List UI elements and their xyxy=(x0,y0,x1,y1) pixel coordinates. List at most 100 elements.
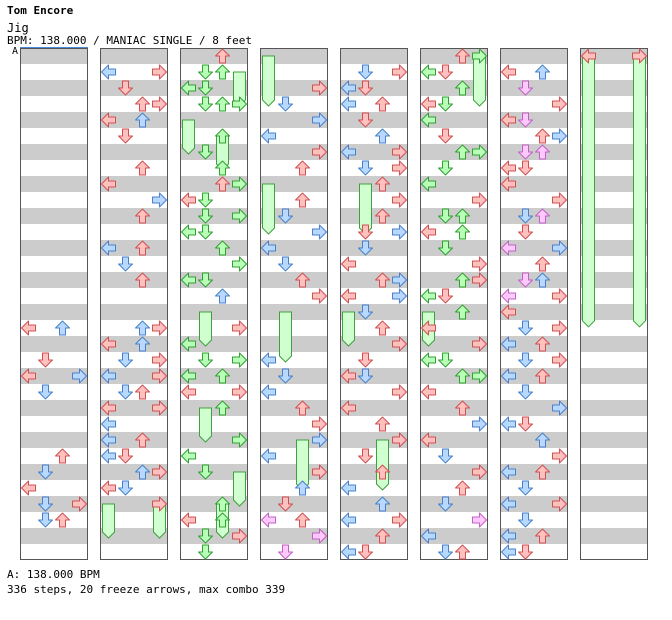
beat-stripe xyxy=(180,176,248,192)
arrow-down-icon xyxy=(438,352,453,368)
arrow-left-icon xyxy=(501,112,516,128)
beat-stripe xyxy=(580,304,648,320)
beat-stripe xyxy=(340,112,408,128)
column-border xyxy=(340,48,408,560)
arrow-right-icon xyxy=(312,224,327,240)
arrow-left-icon xyxy=(501,64,516,80)
chart-column xyxy=(420,48,488,560)
arrow-down-icon xyxy=(438,448,453,464)
beat-stripe xyxy=(20,304,88,320)
arrow-right-icon xyxy=(152,192,167,208)
arrow-right-icon xyxy=(152,464,167,480)
arrow-right-icon xyxy=(392,144,407,160)
arrow-down-icon xyxy=(358,448,373,464)
arrow-left-icon xyxy=(341,80,356,96)
arrow-left-icon xyxy=(101,64,116,80)
arrow-right-icon xyxy=(392,192,407,208)
arrow-up-icon xyxy=(135,320,150,336)
beat-stripe xyxy=(180,400,248,416)
arrow-up-icon xyxy=(215,288,230,304)
arrow-left-icon xyxy=(101,448,116,464)
arrow-left-icon xyxy=(181,368,196,384)
arrow-left-icon xyxy=(101,416,116,432)
beat-stripe xyxy=(580,240,648,256)
arrow-up-icon xyxy=(455,544,470,560)
arrow-up-icon xyxy=(215,368,230,384)
freeze-arrow xyxy=(342,311,355,347)
arrow-left-icon xyxy=(501,368,516,384)
freeze-arrow xyxy=(233,471,246,507)
arrow-down-icon xyxy=(198,528,213,544)
arrow-up-icon xyxy=(455,480,470,496)
beat-stripe xyxy=(580,144,648,160)
column-border xyxy=(180,48,248,560)
beat-stripe xyxy=(580,464,648,480)
arrow-down-icon xyxy=(518,224,533,240)
arrow-left-icon xyxy=(181,448,196,464)
arrow-up-icon xyxy=(295,272,310,288)
arrow-left-icon xyxy=(421,528,436,544)
beat-stripe xyxy=(20,80,88,96)
arrow-up-icon xyxy=(375,176,390,192)
arrow-down-icon xyxy=(278,96,293,112)
arrow-right-icon xyxy=(392,432,407,448)
beat-stripe xyxy=(500,400,568,416)
beat-stripe xyxy=(20,496,88,512)
arrow-up-icon xyxy=(455,400,470,416)
arrow-up-icon xyxy=(135,160,150,176)
arrow-right-icon xyxy=(152,496,167,512)
beat-stripe xyxy=(420,368,488,384)
beat-stripe xyxy=(420,400,488,416)
beat-stripe xyxy=(500,528,568,544)
arrow-left-icon xyxy=(341,288,356,304)
arrow-up-icon xyxy=(455,48,470,64)
arrow-up-icon xyxy=(535,64,550,80)
beat-stripe xyxy=(100,176,168,192)
arrow-down-icon xyxy=(438,128,453,144)
arrow-up-icon xyxy=(295,400,310,416)
arrow-up-icon xyxy=(135,432,150,448)
arrow-down-icon xyxy=(518,480,533,496)
column-border xyxy=(100,48,168,560)
arrow-right-icon xyxy=(472,192,487,208)
chart-column xyxy=(340,48,408,560)
arrow-right-icon xyxy=(232,384,247,400)
arrow-left-icon xyxy=(101,176,116,192)
beat-stripe xyxy=(260,432,328,448)
arrow-right-icon xyxy=(392,512,407,528)
beat-stripe xyxy=(340,400,408,416)
arrow-right-icon xyxy=(472,256,487,272)
arrow-up-icon xyxy=(455,272,470,288)
beat-stripe xyxy=(420,208,488,224)
arrow-down-icon xyxy=(518,544,533,560)
beat-stripe xyxy=(20,528,88,544)
arrow-right-icon xyxy=(552,192,567,208)
beat-stripe xyxy=(180,80,248,96)
arrow-down-icon xyxy=(38,384,53,400)
arrow-up-icon xyxy=(215,64,230,80)
arrow-left-icon xyxy=(181,512,196,528)
step-summary: 336 steps, 20 freeze arrows, max combo 3… xyxy=(7,583,286,596)
arrow-right-icon xyxy=(472,512,487,528)
arrow-down-icon xyxy=(358,368,373,384)
beat-stripe xyxy=(100,80,168,96)
arrow-down-icon xyxy=(278,544,293,560)
beat-stripe xyxy=(340,368,408,384)
arrow-right-icon xyxy=(232,528,247,544)
arrow-down-icon xyxy=(438,288,453,304)
arrow-right-icon xyxy=(552,288,567,304)
arrow-up-icon xyxy=(535,128,550,144)
arrow-right-icon xyxy=(312,528,327,544)
arrow-left-icon xyxy=(101,336,116,352)
freeze-arrow xyxy=(582,55,595,328)
beat-stripe xyxy=(180,208,248,224)
arrow-left-icon xyxy=(181,384,196,400)
beat-stripe xyxy=(500,464,568,480)
beat-stripe xyxy=(260,144,328,160)
arrow-down-icon xyxy=(438,96,453,112)
arrow-right-icon xyxy=(632,48,647,64)
beat-stripe xyxy=(580,368,648,384)
arrow-up-icon xyxy=(375,272,390,288)
arrow-left-icon xyxy=(501,336,516,352)
arrow-left-icon xyxy=(101,400,116,416)
